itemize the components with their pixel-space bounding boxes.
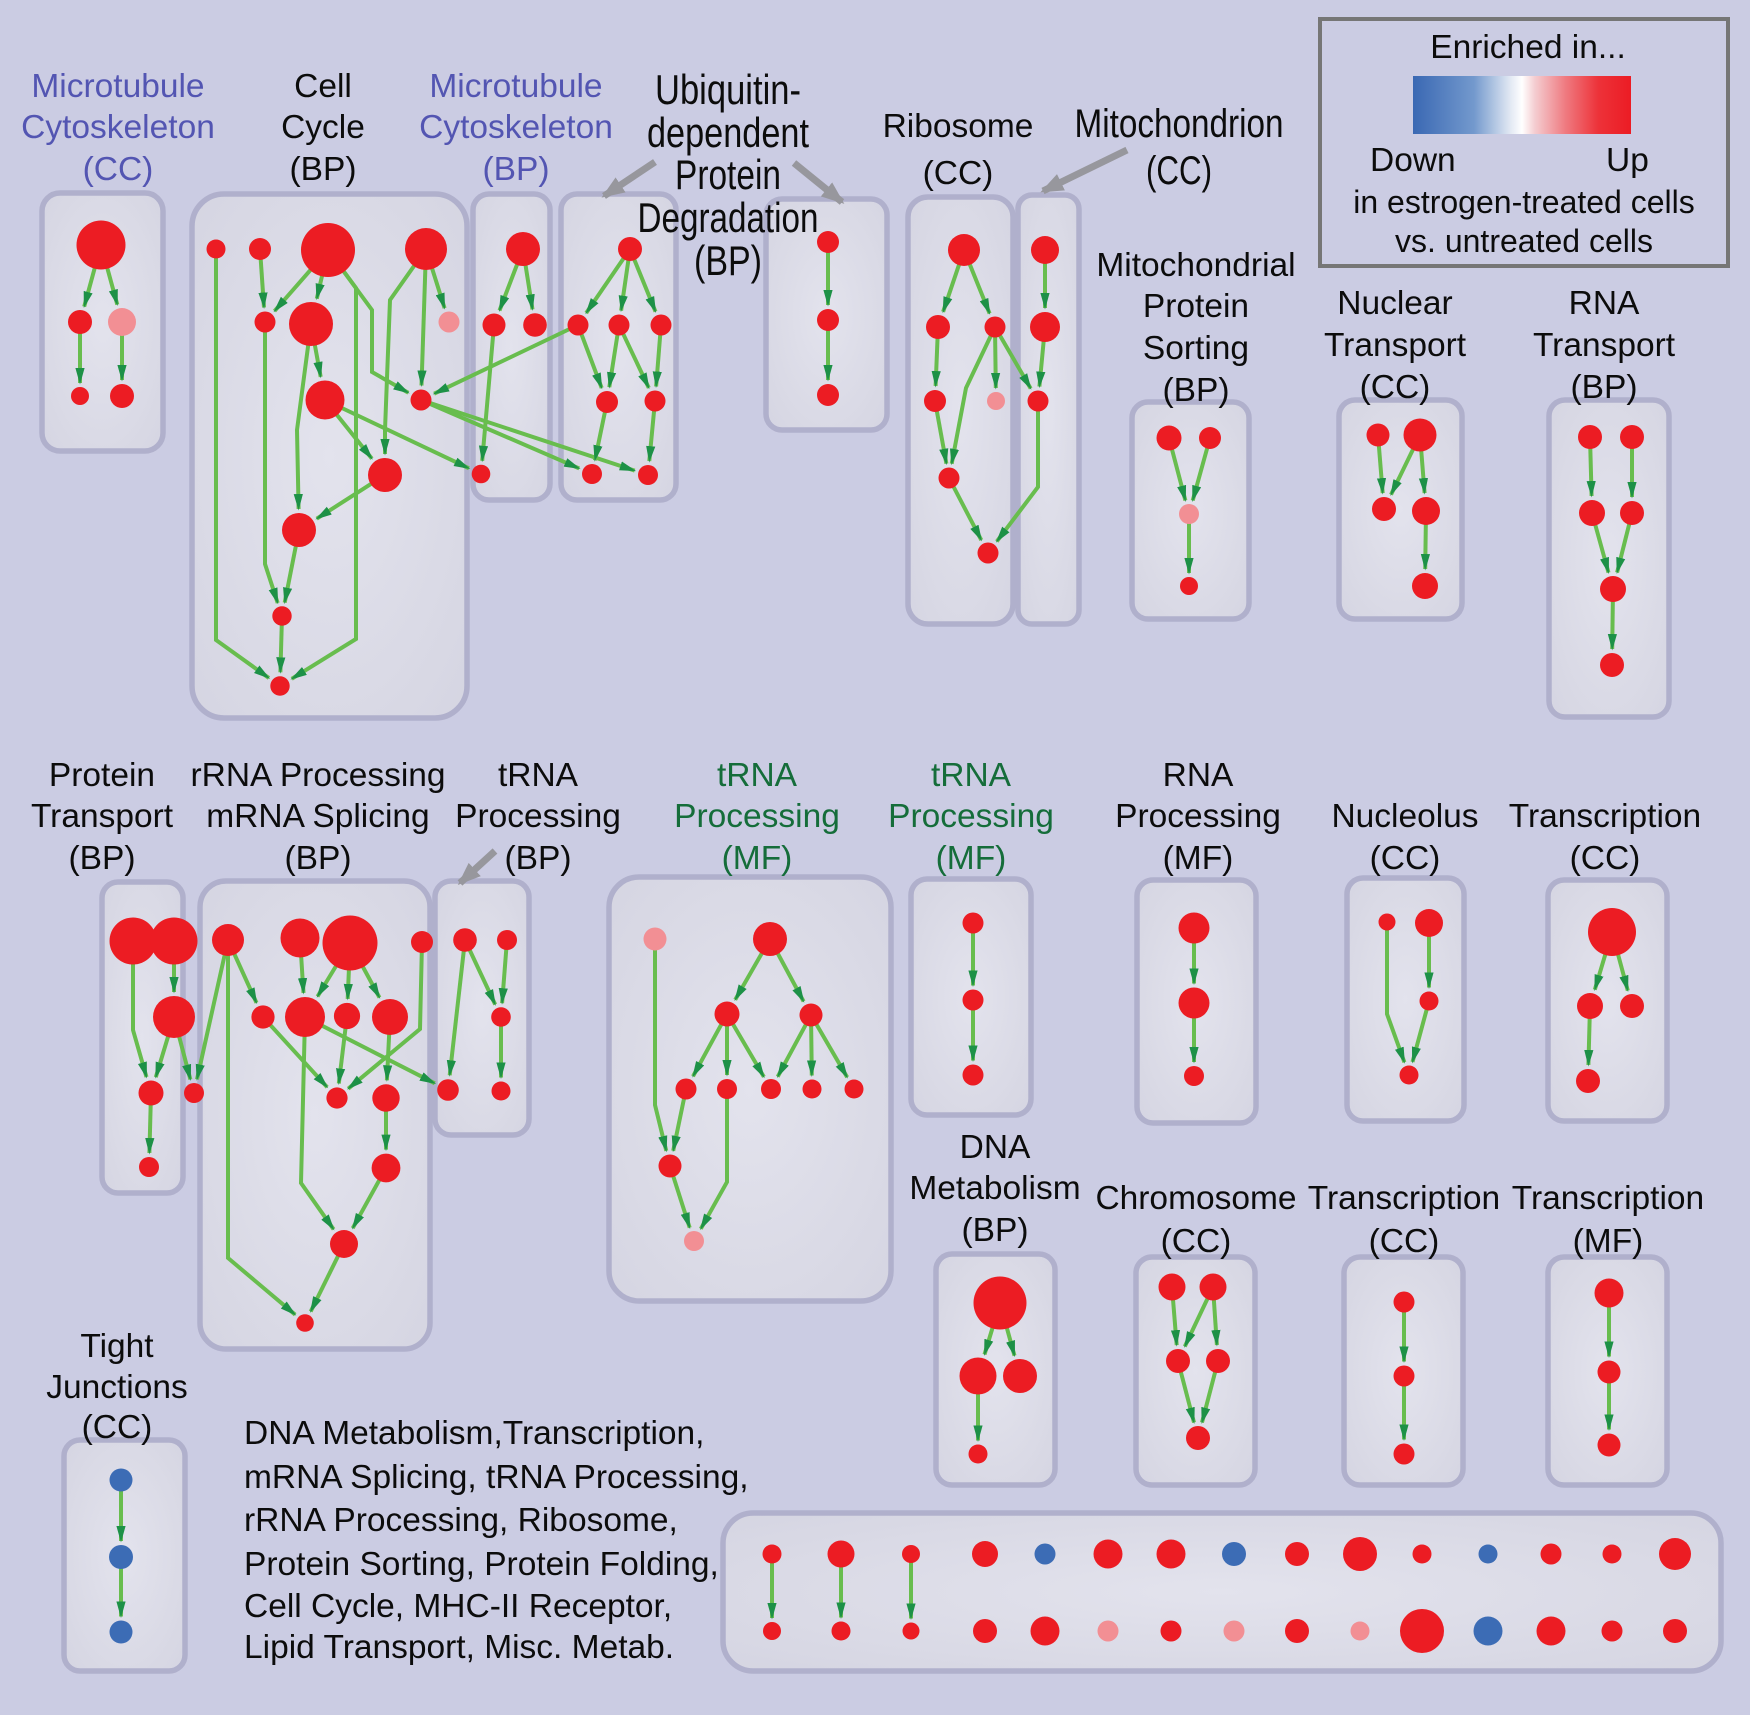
svg-text:Cytoskeleton: Cytoskeleton	[419, 109, 613, 146]
svg-text:(CC): (CC)	[1570, 840, 1641, 877]
svg-text:(BP): (BP)	[1163, 372, 1230, 409]
svg-text:rRNA Processing: rRNA Processing	[190, 757, 445, 794]
svg-text:Processing: Processing	[674, 798, 840, 835]
svg-text:Microtubule: Microtubule	[429, 68, 602, 105]
svg-text:Nucleolus: Nucleolus	[1331, 798, 1478, 835]
svg-text:(CC): (CC)	[1360, 369, 1431, 406]
svg-text:(BP): (BP)	[69, 840, 136, 877]
svg-text:(BP): (BP)	[290, 151, 357, 188]
svg-text:Processing: Processing	[455, 798, 621, 835]
svg-text:(BP): (BP)	[285, 840, 352, 877]
svg-text:Down: Down	[1370, 142, 1456, 179]
svg-text:vs. untreated cells: vs. untreated cells	[1395, 223, 1653, 259]
svg-text:Degradation: Degradation	[638, 194, 819, 241]
svg-text:Enriched in...: Enriched in...	[1430, 29, 1626, 66]
svg-text:(BP): (BP)	[1571, 369, 1638, 406]
svg-text:DNA Metabolism,Transcription,: DNA Metabolism,Transcription,	[244, 1415, 704, 1452]
svg-text:mRNA Splicing, tRNA Processing: mRNA Splicing, tRNA Processing,	[244, 1459, 749, 1496]
svg-text:RNA: RNA	[1569, 285, 1640, 322]
svg-text:Processing: Processing	[1115, 798, 1281, 835]
svg-text:dependent: dependent	[647, 109, 809, 156]
svg-text:Nuclear: Nuclear	[1337, 285, 1452, 322]
svg-text:(BP): (BP)	[505, 840, 572, 877]
svg-text:Tight: Tight	[80, 1328, 154, 1365]
svg-text:tRNA: tRNA	[931, 757, 1012, 794]
svg-text:rRNA Processing, Ribosome,: rRNA Processing, Ribosome,	[244, 1502, 678, 1539]
svg-text:Junctions: Junctions	[46, 1369, 188, 1406]
svg-text:(BP): (BP)	[694, 237, 762, 284]
svg-text:(CC): (CC)	[1161, 1223, 1232, 1260]
svg-text:Microtubule: Microtubule	[31, 68, 204, 105]
svg-text:Transcription: Transcription	[1509, 798, 1701, 835]
svg-text:Ribosome: Ribosome	[883, 108, 1034, 145]
svg-text:tRNA: tRNA	[498, 757, 579, 794]
svg-text:(CC): (CC)	[82, 1409, 153, 1446]
svg-text:(MF): (MF)	[722, 840, 793, 877]
svg-text:(MF): (MF)	[1163, 840, 1234, 877]
svg-text:Transport: Transport	[1324, 327, 1467, 364]
svg-text:(CC): (CC)	[1146, 149, 1212, 193]
svg-text:Processing: Processing	[888, 798, 1054, 835]
svg-text:RNA: RNA	[1163, 757, 1234, 794]
svg-text:Mitochondrion: Mitochondrion	[1075, 102, 1284, 146]
svg-text:in estrogen-treated cells: in estrogen-treated cells	[1353, 184, 1695, 220]
svg-text:mRNA Splicing: mRNA Splicing	[206, 798, 429, 835]
svg-text:(CC): (CC)	[1370, 840, 1441, 877]
svg-text:DNA: DNA	[960, 1129, 1031, 1166]
svg-text:(BP): (BP)	[962, 1212, 1029, 1249]
svg-text:(CC): (CC)	[83, 151, 154, 188]
svg-text:Mitochondrial: Mitochondrial	[1096, 247, 1295, 284]
svg-text:(MF): (MF)	[936, 840, 1007, 877]
svg-text:Protein Sorting, Protein Foldi: Protein Sorting, Protein Folding,	[244, 1546, 719, 1583]
svg-text:Protein: Protein	[49, 757, 155, 794]
svg-text:Cycle: Cycle	[281, 109, 365, 146]
svg-text:(CC): (CC)	[1369, 1223, 1440, 1260]
svg-text:Cell Cycle, MHC-II Receptor,: Cell Cycle, MHC-II Receptor,	[244, 1588, 672, 1625]
svg-text:(MF): (MF)	[1573, 1223, 1644, 1260]
svg-text:Transcription: Transcription	[1512, 1180, 1704, 1217]
svg-text:Cell: Cell	[294, 68, 352, 105]
svg-text:Protein: Protein	[1143, 288, 1249, 325]
svg-text:Transport: Transport	[31, 798, 174, 835]
svg-text:Up: Up	[1606, 142, 1649, 179]
svg-text:Ubiquitin-: Ubiquitin-	[655, 66, 801, 113]
svg-text:Cytoskeleton: Cytoskeleton	[21, 109, 215, 146]
svg-text:Lipid Transport, Misc. Metab.: Lipid Transport, Misc. Metab.	[244, 1629, 674, 1666]
svg-text:Chromosome: Chromosome	[1095, 1180, 1296, 1217]
svg-text:(CC): (CC)	[923, 155, 994, 192]
svg-text:tRNA: tRNA	[717, 757, 798, 794]
svg-text:Transport: Transport	[1533, 327, 1676, 364]
svg-text:(BP): (BP)	[483, 151, 550, 188]
svg-text:Transcription: Transcription	[1308, 1180, 1500, 1217]
svg-text:Sorting: Sorting	[1143, 330, 1249, 367]
svg-text:Protein: Protein	[675, 151, 781, 198]
svg-text:Metabolism: Metabolism	[909, 1170, 1080, 1207]
